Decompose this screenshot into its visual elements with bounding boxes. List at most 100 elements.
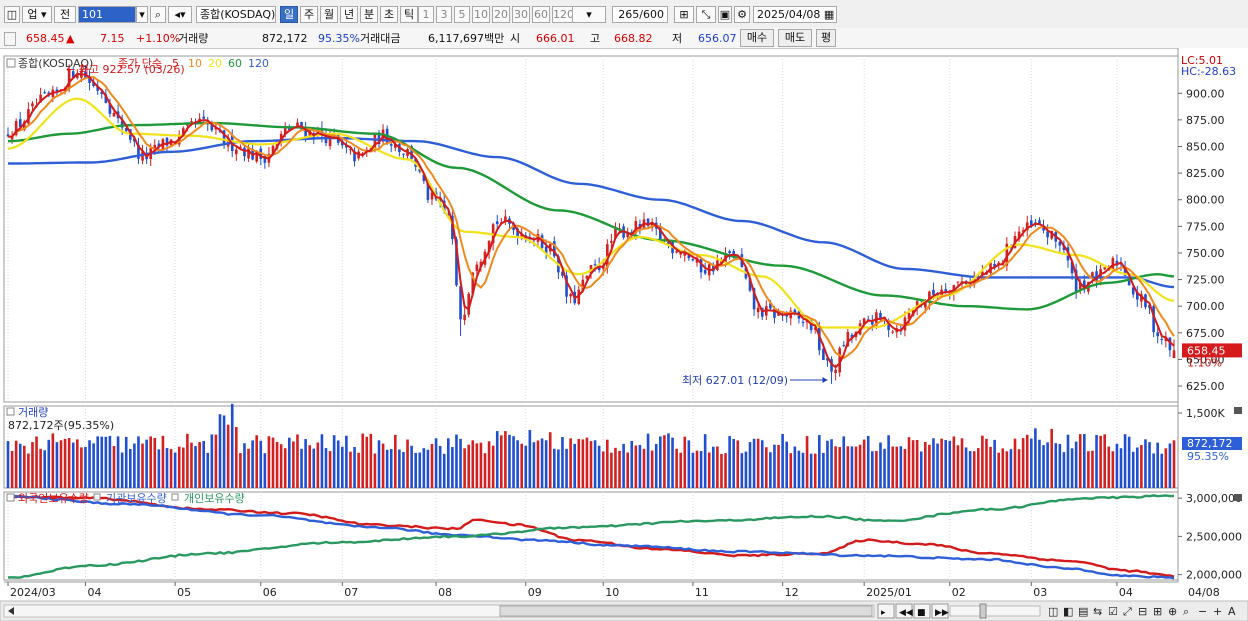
volume-bar bbox=[622, 443, 625, 488]
market-select[interactable]: 업 ▾ bbox=[22, 6, 52, 23]
volume-bar bbox=[952, 436, 956, 488]
price-tick-label: 625.00 bbox=[1186, 380, 1225, 393]
buy-button[interactable]: 매수 bbox=[740, 29, 774, 47]
volume-bar bbox=[336, 440, 340, 488]
price-tick-label: 700.00 bbox=[1186, 300, 1225, 313]
sound-icon[interactable]: ◂▾ bbox=[168, 6, 192, 23]
volume-bar bbox=[891, 446, 894, 488]
volume-bar bbox=[569, 438, 572, 488]
code-input[interactable]: 101 bbox=[78, 6, 136, 23]
candle-body bbox=[871, 320, 874, 325]
tab-interval[interactable]: 10 bbox=[472, 6, 490, 23]
eval-button[interactable]: 평 bbox=[816, 29, 836, 47]
candle-body bbox=[447, 213, 450, 216]
volume-bar bbox=[720, 454, 723, 488]
amount-label: 거래대금 bbox=[360, 32, 401, 45]
tab-period[interactable]: 일 bbox=[280, 6, 298, 23]
interval-dropdown[interactable]: ▾ bbox=[572, 6, 606, 23]
swap-icon: ⇆ bbox=[1093, 605, 1102, 618]
candle-body bbox=[18, 119, 22, 128]
tab-period[interactable]: 월 bbox=[320, 6, 338, 23]
candle-body bbox=[1070, 261, 1074, 274]
volume-bar bbox=[430, 443, 434, 488]
volume-legend: 거래량 bbox=[18, 406, 48, 419]
draw-tool-icon[interactable]: ⤡ bbox=[696, 6, 716, 23]
tab-interval[interactable]: 120 bbox=[552, 6, 574, 23]
candle-body bbox=[634, 220, 638, 233]
current-pct-label: 1.10% bbox=[1187, 356, 1222, 369]
volume-bar bbox=[328, 451, 332, 488]
tab-interval[interactable]: 30 bbox=[512, 6, 530, 23]
code-dropdown-icon[interactable]: ▾ bbox=[136, 6, 148, 23]
candle-body bbox=[699, 258, 703, 273]
volume-bar bbox=[813, 453, 817, 488]
candle-body bbox=[813, 327, 817, 330]
sell-button[interactable]: 매도 bbox=[778, 29, 812, 47]
tab-interval[interactable]: 5 bbox=[454, 6, 470, 23]
zoom-slider-handle bbox=[979, 603, 987, 619]
volume-bar bbox=[133, 443, 136, 488]
tab-period[interactable]: 년 bbox=[340, 6, 358, 23]
chart-area[interactable]: 625.00650.00675.00700.00725.00750.00775.… bbox=[0, 48, 1248, 621]
volume-bar bbox=[410, 445, 413, 488]
last-page-icon-glyph: ▶▶ bbox=[935, 608, 949, 618]
candle-body bbox=[389, 144, 393, 146]
volume-bar bbox=[1103, 434, 1106, 488]
volume-bar bbox=[1058, 444, 1062, 488]
volume-bar bbox=[1172, 440, 1176, 488]
count-field[interactable]: 265/600 bbox=[612, 6, 668, 23]
volume-bar bbox=[39, 448, 42, 488]
tab-interval[interactable]: 60 bbox=[532, 6, 550, 23]
volume-bar bbox=[177, 446, 181, 488]
volume-bar bbox=[765, 447, 768, 488]
tab-interval[interactable]: 3 bbox=[436, 6, 452, 23]
tab-interval[interactable]: 20 bbox=[492, 6, 510, 23]
volume-bar bbox=[51, 433, 55, 488]
volume-bar bbox=[483, 453, 487, 488]
volume-bar bbox=[1005, 451, 1009, 488]
stop-icon bbox=[913, 603, 931, 619]
chart-tool-icon[interactable]: ⊞ bbox=[674, 6, 694, 23]
gear-icon[interactable]: ⚙ bbox=[734, 6, 750, 23]
volume-bar bbox=[993, 439, 996, 488]
candle-body bbox=[1140, 294, 1143, 302]
volume-bar bbox=[659, 436, 662, 488]
volume-bar bbox=[243, 443, 246, 488]
price-tick-label: 750.00 bbox=[1186, 247, 1225, 260]
tab-period[interactable]: 주 bbox=[300, 6, 318, 23]
volume-bar bbox=[858, 444, 862, 488]
volume-bar bbox=[1054, 443, 1058, 488]
volume-bar bbox=[989, 446, 992, 488]
tab-interval[interactable]: 1 bbox=[418, 6, 434, 23]
save-icon[interactable]: ▣ bbox=[718, 6, 732, 23]
date-field[interactable]: 2025/04/08 ▦ bbox=[753, 6, 837, 23]
price-panel: 625.00650.00675.00700.00725.00750.00775.… bbox=[6, 54, 1242, 393]
volume-bar bbox=[712, 446, 715, 488]
prev-button[interactable]: 전 bbox=[54, 6, 76, 23]
candle-body bbox=[993, 263, 996, 268]
volume-bar bbox=[985, 438, 988, 488]
volume-bar bbox=[27, 453, 30, 488]
volume-bar bbox=[353, 446, 356, 488]
volume-bar bbox=[283, 448, 287, 488]
tab-period[interactable]: 분 bbox=[360, 6, 378, 23]
search-icon[interactable]: ⌕ bbox=[150, 6, 166, 23]
x-tick-label: 09 bbox=[528, 586, 542, 599]
volume-bar bbox=[842, 436, 846, 488]
panel-close-icon bbox=[1234, 407, 1242, 414]
volume-bar bbox=[683, 436, 687, 488]
candle-body bbox=[471, 272, 475, 294]
tab-period[interactable]: 틱 bbox=[400, 6, 418, 23]
volume-bar bbox=[324, 448, 328, 488]
candle-body bbox=[1127, 278, 1131, 286]
candle-body bbox=[263, 156, 267, 163]
quote-checkbox[interactable] bbox=[4, 32, 16, 46]
tab-period[interactable]: 초 bbox=[380, 6, 398, 23]
holdings-tick-label: 2,500,000 bbox=[1186, 530, 1242, 543]
price-tick-label: 825.00 bbox=[1186, 167, 1225, 180]
candle-body bbox=[1038, 220, 1041, 224]
window-menu-icon[interactable]: ◫ bbox=[4, 6, 20, 23]
candle-body bbox=[850, 334, 854, 338]
volume-bar bbox=[385, 449, 389, 488]
volume-bar bbox=[288, 437, 291, 488]
